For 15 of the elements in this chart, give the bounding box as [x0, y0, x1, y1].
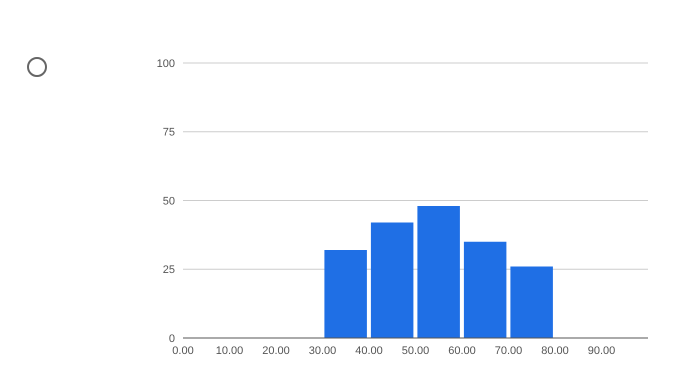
x-tick-label: 50.00 — [402, 344, 430, 357]
y-tick-label: 0 — [168, 332, 175, 345]
x-tick-label: 10.00 — [216, 344, 244, 357]
x-tick-label: 90.00 — [588, 344, 616, 357]
y-tick-label: 100 — [156, 58, 175, 70]
x-tick-label: 70.00 — [494, 344, 522, 357]
x-tick-label: 60.00 — [448, 344, 476, 357]
y-tick-label: 75 — [162, 126, 175, 139]
x-tick-label: 0.00 — [172, 344, 194, 357]
x-tick-label: 30.00 — [308, 344, 336, 357]
x-tick-label: 40.00 — [355, 344, 383, 357]
y-tick-label: 50 — [162, 195, 175, 208]
x-tick-label: 80.00 — [541, 344, 569, 357]
y-tick-label: 25 — [162, 264, 175, 276]
x-tick-label: 20.00 — [262, 344, 290, 357]
